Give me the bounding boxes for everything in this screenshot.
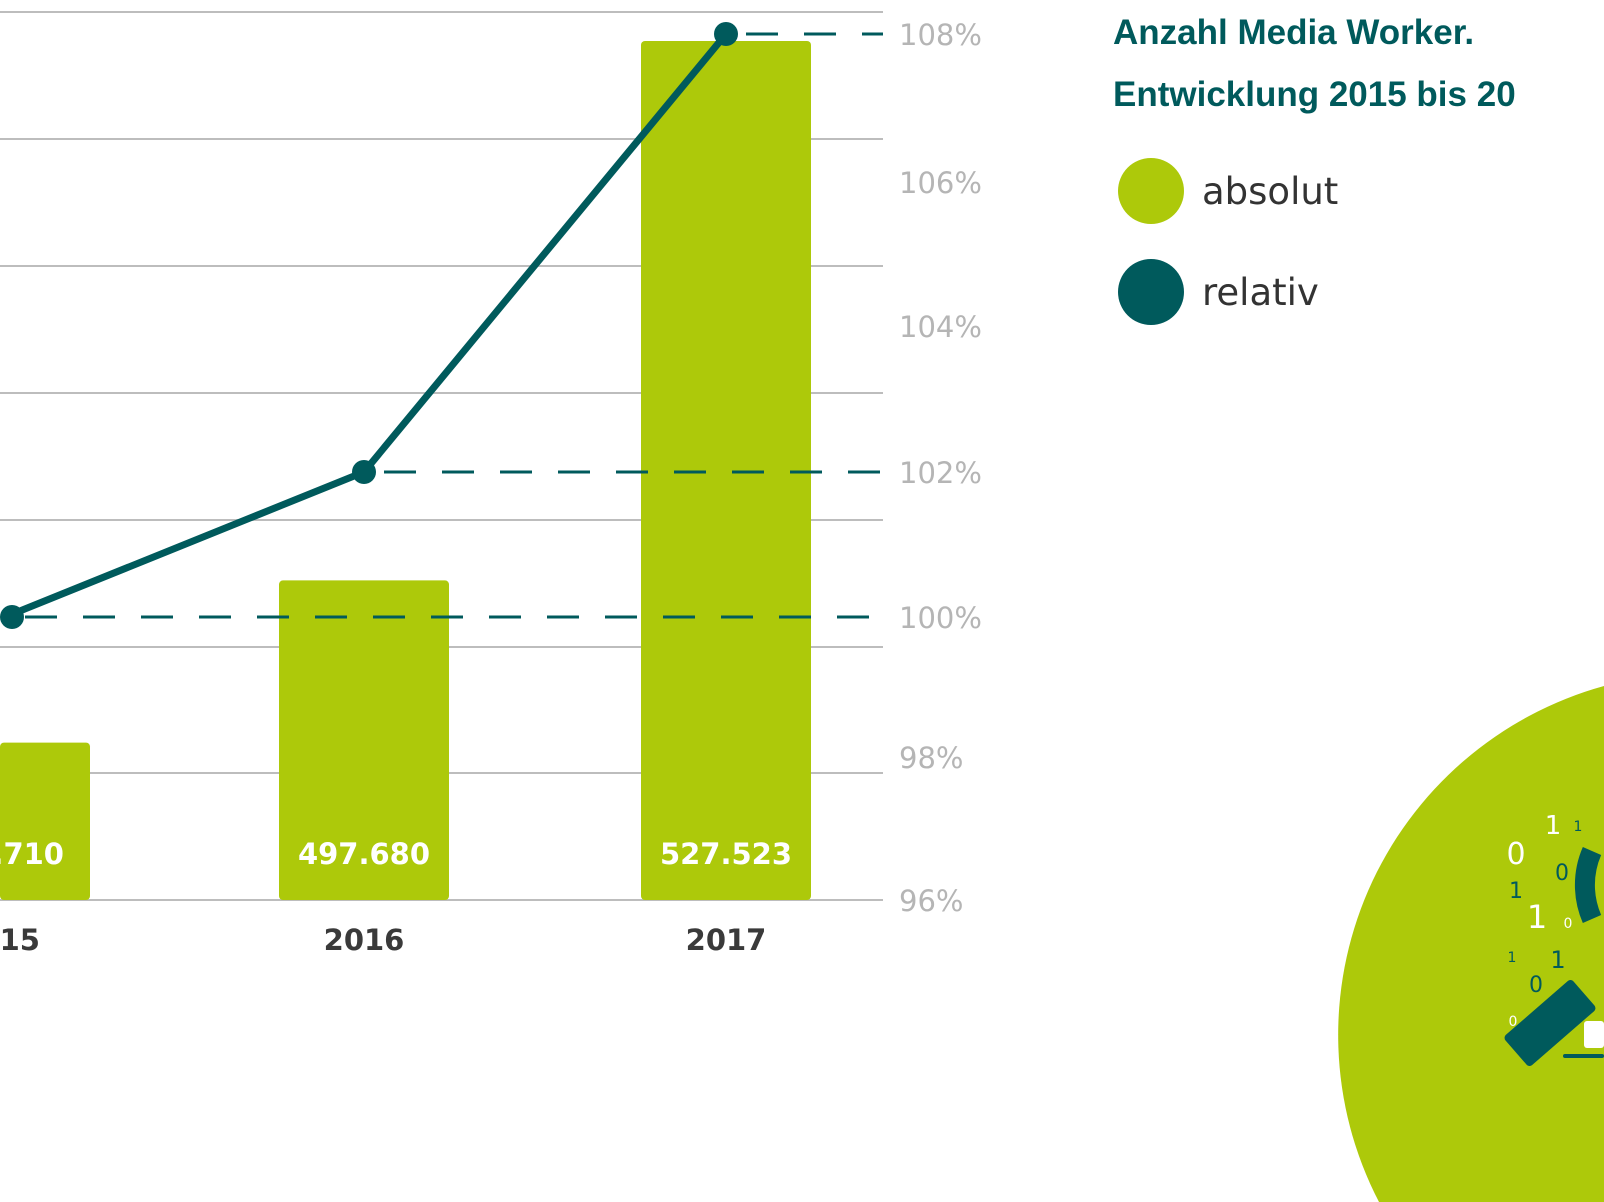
legend-label: relativ [1202,270,1319,314]
bar-015 [0,742,90,900]
title-line-1: Anzahl Media Worker. [1113,13,1475,52]
legend-swatch-relativ [1118,259,1184,325]
binary-digit: 0 [1506,837,1525,872]
x-axis-label: 2017 [686,923,767,957]
binary-digit: 1 [1574,819,1583,835]
right-axis-tick: 100% [899,601,982,635]
relative-point-015 [0,605,24,629]
bar-value-label: 497.680 [298,837,430,871]
right-axis-tick: 102% [899,456,982,490]
bar-value-label: .710 [0,837,64,871]
bars: .710 497.680 527.523 [0,41,811,900]
binary-digit: 0 [1509,1014,1518,1030]
right-axis-tick: 96% [899,884,963,918]
laptop-base-icon [1563,1054,1604,1058]
relative-line [0,22,738,629]
relative-series-line [3,31,729,621]
title-line-2: Entwicklung 2015 bis 20 [1113,75,1516,114]
reference-dashes [25,32,883,619]
binary-digit: 1 [1550,946,1565,974]
right-axis-tick: 106% [899,166,982,200]
bar-2016 [279,580,449,900]
right-axis-ticks: 108% 106% 104% 102% 100% 98% 96% [899,18,982,918]
bar-value-label: 527.523 [660,837,792,871]
binary-digit: 1 [1527,898,1547,936]
magnifier-lens-icon [1574,847,1602,923]
binary-digit: 1 [1508,950,1517,966]
binary-digit: 1 [1545,811,1562,841]
x-axis-labels: 015 2016 2017 [0,923,766,957]
binary-digit: 0 [1529,973,1543,998]
magnifier-handle-icon [1504,980,1596,1066]
bar-2017 [641,41,811,900]
legend-item-relativ: relativ [1118,259,1319,325]
right-axis-tick: 108% [899,18,982,52]
x-axis-label: 015 [0,923,40,957]
x-axis-label: 2016 [324,923,405,957]
illustration-circle [1338,686,1604,1202]
legend-label: absolut [1202,169,1339,213]
right-axis-tick: 98% [899,741,963,775]
binary-digit: 0 [1555,861,1569,886]
legend-swatch-absolut [1118,158,1184,224]
right-axis-tick: 104% [899,310,982,344]
relative-point-2016 [352,460,376,484]
laptop-screen-icon [1584,1021,1604,1048]
relative-point-2017 [714,22,738,46]
binary-digit: 0 [1564,916,1573,932]
binary-digit: 1 [1509,879,1523,904]
legend-item-absolut: absolut [1118,158,1338,224]
chart-title: Anzahl Media Worker. Entwicklung 2015 bi… [1113,2,1516,126]
